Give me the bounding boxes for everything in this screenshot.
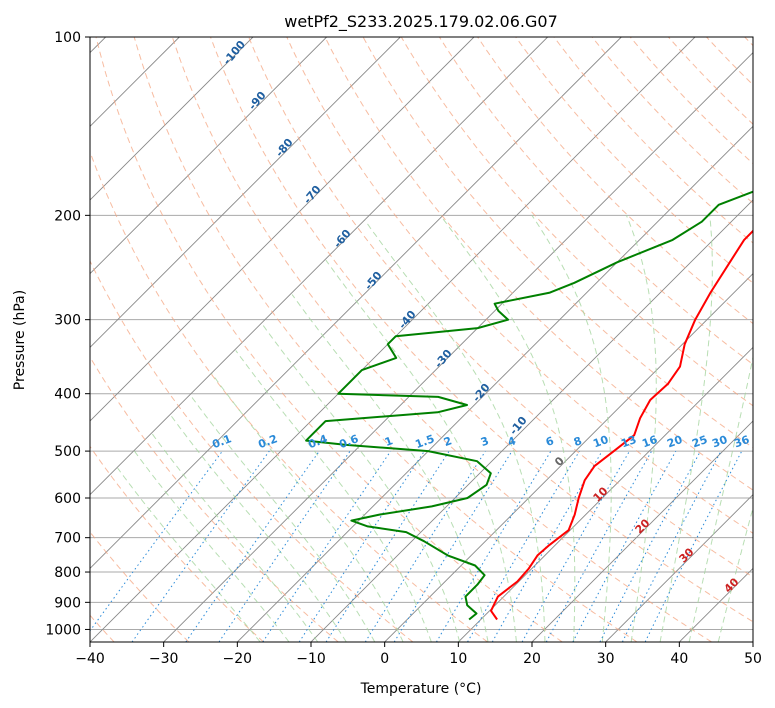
x-tick-label: 40 bbox=[670, 651, 688, 667]
mixing-ratio-label: 1 bbox=[383, 434, 395, 449]
mixing-ratio-label: 36 bbox=[732, 433, 751, 451]
mixing-ratio-label: 16 bbox=[640, 433, 659, 451]
mixing-ratio-label: 1.5 bbox=[413, 432, 436, 451]
moist-adiabat bbox=[211, 373, 404, 642]
x-tick-label: 0 bbox=[380, 651, 389, 667]
moist-adiabat bbox=[134, 450, 290, 642]
y-tick-label: 700 bbox=[54, 531, 81, 547]
mixing-ratio-line bbox=[364, 450, 486, 642]
isotherm-line bbox=[458, 346, 753, 642]
plot-background bbox=[90, 37, 753, 642]
dry-adiabat bbox=[515, 37, 753, 284]
mixing-ratio-label: 0.6 bbox=[337, 432, 360, 451]
y-tick-label: 300 bbox=[54, 313, 81, 329]
plot-frame bbox=[89, 36, 754, 643]
mixing-ratio-label: 10 bbox=[591, 433, 610, 451]
moist-adiabat bbox=[659, 215, 713, 642]
x-tick-label: −20 bbox=[223, 651, 253, 667]
x-axis-ticks: −40 −30 −20 −10 0 10 20 30 40 50 bbox=[75, 642, 762, 667]
moist-adiabat bbox=[364, 220, 546, 642]
x-tick-label: 10 bbox=[449, 651, 467, 667]
y-axis-label: Pressure (hPa) bbox=[12, 290, 28, 390]
isotherm-line bbox=[237, 125, 753, 642]
dry-adiabat bbox=[95, 37, 563, 642]
y-tick-label: 400 bbox=[54, 387, 81, 403]
x-tick-label: −10 bbox=[296, 651, 326, 667]
mixing-ratio-label: 8 bbox=[572, 434, 584, 449]
mixing-ratio-label: 2 bbox=[442, 434, 454, 449]
moist-adiabat bbox=[531, 215, 612, 642]
mixing-ratio-line bbox=[467, 450, 580, 642]
mixing-ratio-label: 20 bbox=[665, 433, 684, 451]
moist-adiabat bbox=[235, 350, 432, 642]
mixing-ratio-label: 4 bbox=[506, 434, 518, 449]
moist-adiabat bbox=[169, 414, 347, 642]
x-tick-label: 50 bbox=[744, 651, 762, 667]
mixing-ratio-line bbox=[393, 450, 513, 642]
mixing-ratio-label: 3 bbox=[479, 434, 491, 449]
dry-adiabat bbox=[171, 37, 712, 642]
isotherm-line bbox=[531, 420, 753, 642]
moist-adiabat bbox=[291, 294, 489, 642]
mixing-ratio-line bbox=[185, 450, 320, 642]
isotherm-line bbox=[90, 37, 622, 569]
mixing-ratio-line bbox=[262, 450, 392, 642]
moist-adiabat bbox=[439, 215, 576, 642]
y-tick-label: 200 bbox=[54, 208, 81, 224]
dry-adiabat bbox=[90, 259, 414, 642]
mixing-ratio-line bbox=[325, 450, 450, 642]
dewpoint-line bbox=[305, 190, 753, 621]
isotherm-line bbox=[90, 37, 401, 348]
grid-lines bbox=[90, 37, 753, 642]
x-tick-label: −40 bbox=[75, 651, 105, 667]
mixing-ratio-label: 6 bbox=[544, 434, 556, 449]
mixing-ratio-label: 0.2 bbox=[256, 432, 279, 451]
isotherm-line bbox=[752, 641, 753, 642]
mixing-ratio-label: 25 bbox=[690, 433, 709, 450]
mixing-ratio-line bbox=[218, 450, 351, 642]
x-tick-label: −30 bbox=[149, 651, 179, 667]
dry-adiabat bbox=[286, 37, 753, 534]
mixing-ratio-label: 0.4 bbox=[306, 432, 329, 451]
chart-title: wetPf2_S233.2025.179.02.06.G07 bbox=[284, 12, 558, 32]
x-axis-label: Temperature (°C) bbox=[360, 681, 482, 697]
temperature-line bbox=[490, 229, 753, 621]
y-tick-label: 1000 bbox=[45, 622, 81, 638]
dry-adiabat bbox=[248, 37, 753, 578]
moist-adiabat bbox=[625, 215, 657, 642]
y-tick-label: 900 bbox=[54, 595, 81, 611]
mixing-ratio-line bbox=[599, 450, 701, 642]
mixing-ratio-line bbox=[298, 450, 425, 642]
y-tick-label: 800 bbox=[54, 565, 81, 581]
mixing-ratio-label: 13 bbox=[619, 433, 638, 450]
mixing-ratio-label: 30 bbox=[710, 433, 729, 451]
moist-adiabat bbox=[151, 433, 319, 642]
dry-adiabat bbox=[324, 37, 753, 491]
isotherm-line bbox=[163, 52, 753, 642]
isotherm-line bbox=[90, 37, 327, 275]
moist-adiabat bbox=[189, 394, 376, 642]
data-lines bbox=[305, 190, 753, 621]
x-tick-label: 30 bbox=[597, 651, 615, 667]
y-axis-ticks: 100 200 300 400 500 600 700 800 900 1000 bbox=[45, 30, 90, 638]
dry-adiabat bbox=[90, 445, 264, 642]
mixing-ratio-line bbox=[435, 450, 552, 642]
isotherm-line bbox=[605, 494, 753, 642]
y-tick-label: 600 bbox=[54, 491, 81, 507]
mixing-ratio-line bbox=[572, 450, 677, 642]
mixing-ratio-label: 0.1 bbox=[210, 432, 233, 451]
isotherm-line bbox=[90, 37, 254, 201]
y-tick-label: 100 bbox=[54, 30, 81, 46]
moist-adiabat bbox=[117, 467, 261, 642]
y-tick-label: 500 bbox=[54, 444, 81, 460]
dry-adiabat bbox=[210, 37, 753, 623]
isotherm-line bbox=[90, 37, 475, 422]
isotherm-line bbox=[90, 37, 548, 496]
dry-adiabat bbox=[133, 37, 638, 642]
moist-adiabat bbox=[262, 324, 461, 642]
x-tick-label: 20 bbox=[523, 651, 541, 667]
